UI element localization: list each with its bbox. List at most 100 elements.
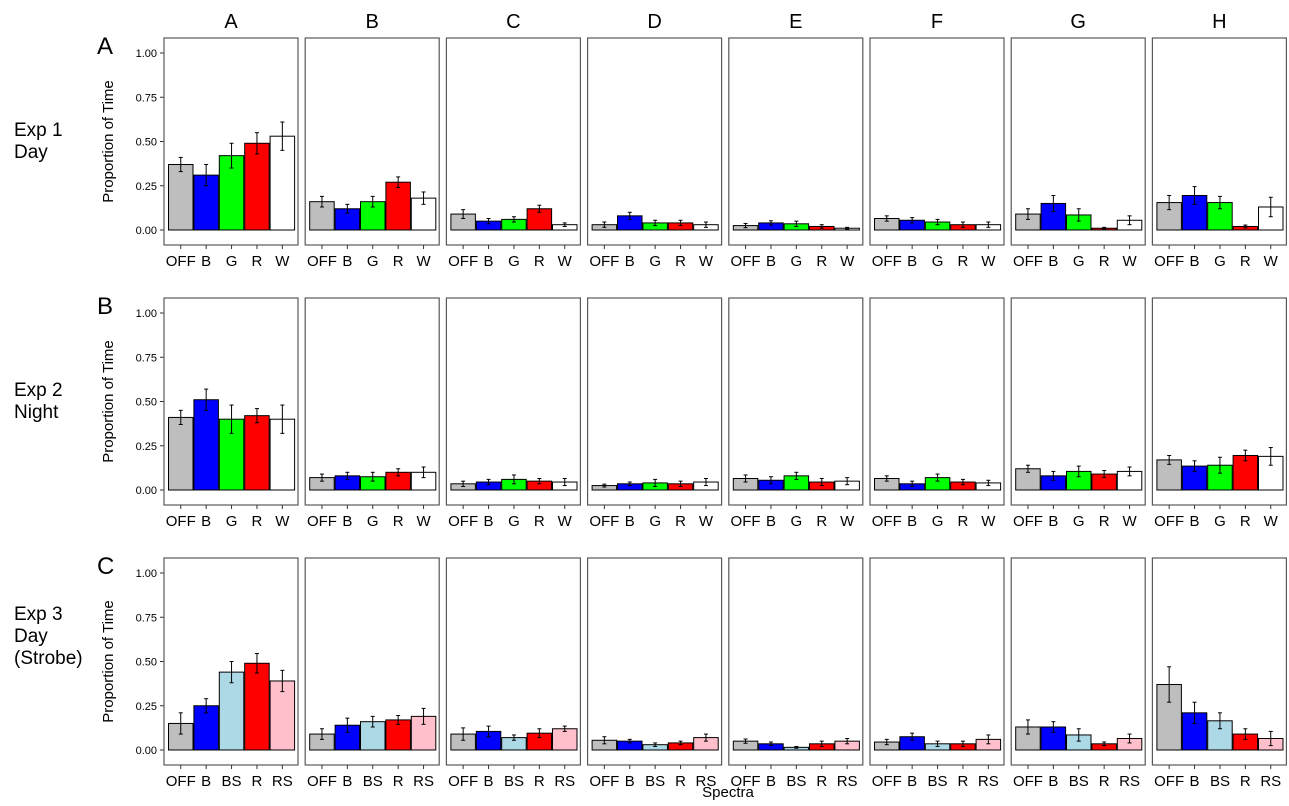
x-tick-label: R: [393, 253, 404, 270]
x-tick-label: W: [981, 513, 996, 530]
panel-border: [445, 297, 581, 506]
x-tick-label: W: [558, 513, 573, 530]
x-tick-label: RS: [413, 773, 434, 790]
column-header: H: [1212, 11, 1226, 33]
x-tick-label: G: [649, 513, 661, 530]
panel-border: [586, 297, 723, 506]
x-tick-label: W: [699, 253, 714, 270]
x-tick-label: G: [932, 253, 944, 270]
y-tick-label: 0.75: [136, 352, 157, 364]
x-tick-label: G: [791, 513, 803, 530]
row-letter: C: [97, 553, 114, 580]
x-tick-label: R: [1240, 253, 1251, 270]
bar: [193, 399, 219, 491]
x-tick-label: G: [367, 253, 379, 270]
panel-border: [445, 37, 581, 246]
x-tick-label: W: [275, 513, 290, 530]
bar: [244, 142, 270, 231]
x-tick-label: R: [958, 773, 969, 790]
x-tick-label: R: [393, 773, 404, 790]
x-tick-label: B: [907, 253, 917, 270]
y-tick-label: 0.25: [136, 701, 157, 713]
x-tick-label: B: [342, 513, 352, 530]
x-tick-label: OFF: [1013, 253, 1043, 270]
x-tick-label: OFF: [307, 253, 337, 270]
panel-border: [869, 37, 1005, 246]
row-label: (Strobe): [14, 648, 83, 669]
x-tick-label: B: [1190, 513, 1200, 530]
x-tick-label: W: [699, 513, 714, 530]
x-tick-label: R: [1099, 253, 1110, 270]
x-tick-label: OFF: [872, 513, 902, 530]
row-label: Day: [14, 626, 48, 647]
x-tick-label: R: [816, 513, 827, 530]
x-tick-label: B: [201, 513, 211, 530]
row-label: Day: [14, 142, 48, 163]
bar: [552, 728, 578, 751]
x-tick-label: RS: [696, 773, 717, 790]
x-tick-label: B: [484, 773, 494, 790]
x-tick-label: BS: [363, 773, 383, 790]
x-tick-label: RS: [837, 773, 858, 790]
x-tick-label: R: [534, 253, 545, 270]
row-label: Exp 2: [14, 380, 63, 401]
column-header: B: [366, 11, 379, 33]
x-tick-label: RS: [1260, 773, 1281, 790]
y-tick-label: 0.25: [136, 441, 157, 453]
x-tick-label: R: [393, 513, 404, 530]
bar: [168, 416, 194, 491]
x-tick-label: W: [840, 253, 855, 270]
row-letter: A: [97, 33, 113, 60]
x-tick-label: W: [1264, 253, 1279, 270]
x-tick-label: OFF: [731, 253, 761, 270]
x-tick-label: R: [1240, 773, 1251, 790]
x-tick-label: OFF: [448, 773, 478, 790]
x-tick-label: R: [816, 773, 827, 790]
x-tick-label: B: [766, 773, 776, 790]
x-tick-label: BS: [1210, 773, 1230, 790]
x-tick-label: OFF: [872, 773, 902, 790]
y-axis-label: Proportion of Time: [100, 80, 117, 203]
x-tick-label: G: [508, 513, 520, 530]
panel-border: [869, 297, 1005, 506]
x-tick-label: OFF: [448, 513, 478, 530]
column-header: G: [1070, 11, 1086, 33]
panel-border: [586, 37, 723, 246]
x-tick-label: R: [958, 513, 969, 530]
column-header: E: [789, 11, 802, 33]
x-axis-label: Spectra: [702, 784, 754, 801]
x-tick-label: W: [275, 253, 290, 270]
x-tick-label: B: [201, 773, 211, 790]
y-tick-label: 1.00: [136, 48, 157, 60]
x-tick-label: OFF: [731, 513, 761, 530]
x-tick-label: B: [625, 773, 635, 790]
y-tick-label: 0.50: [136, 137, 157, 149]
x-tick-label: R: [252, 253, 263, 270]
panel-border: [1010, 37, 1146, 246]
x-tick-label: W: [1264, 513, 1279, 530]
column-header: D: [647, 11, 661, 33]
y-tick-label: 0.50: [136, 397, 157, 409]
x-tick-label: W: [1122, 513, 1137, 530]
x-tick-label: OFF: [589, 253, 619, 270]
x-tick-label: B: [766, 253, 776, 270]
bar: [168, 164, 194, 231]
x-tick-label: RS: [272, 773, 293, 790]
row-label: Exp 3: [14, 604, 63, 625]
x-tick-label: B: [1048, 513, 1058, 530]
x-tick-label: OFF: [1154, 253, 1184, 270]
x-tick-label: B: [1048, 773, 1058, 790]
y-tick-label: 0.00: [136, 225, 157, 237]
panel-border: [728, 557, 864, 766]
x-tick-label: R: [1099, 513, 1110, 530]
y-tick-label: 0.75: [136, 92, 157, 104]
x-tick-label: BS: [504, 773, 524, 790]
bar: [244, 662, 270, 751]
x-tick-label: R: [958, 253, 969, 270]
x-tick-label: BS: [786, 773, 806, 790]
panel-border: [586, 557, 723, 766]
y-axis-label: Proportion of Time: [100, 340, 117, 463]
x-tick-label: OFF: [166, 773, 196, 790]
y-tick-label: 0.50: [136, 657, 157, 669]
